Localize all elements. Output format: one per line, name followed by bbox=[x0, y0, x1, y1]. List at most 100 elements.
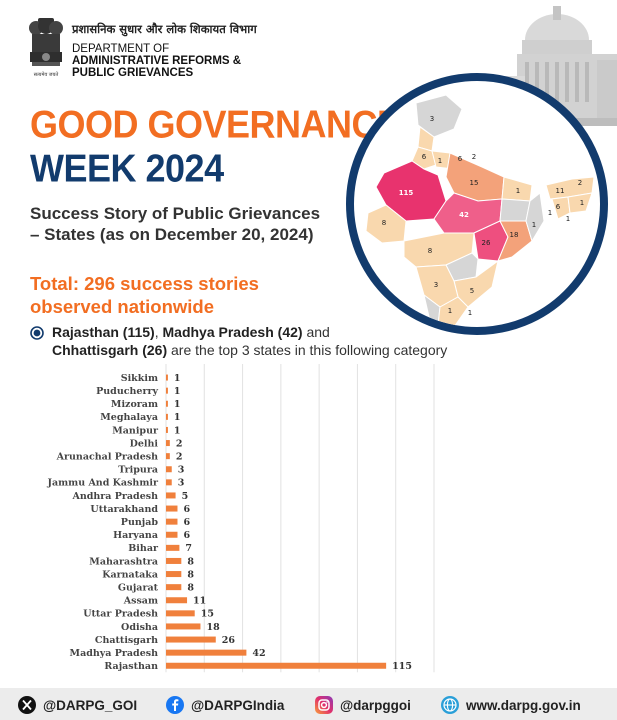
bar bbox=[166, 492, 176, 499]
bar bbox=[166, 374, 168, 381]
instagram-handle: @darpggoi bbox=[340, 697, 411, 713]
map-label: 5 bbox=[470, 287, 474, 295]
value-label: 42 bbox=[252, 648, 265, 659]
subtitle: Success Story of Public Grievances – Sta… bbox=[30, 204, 321, 244]
chart-labels: Sikkim 1 Puducherry 1 Mizoram 1 Meghalaya 1 Mani… bbox=[46, 373, 412, 672]
title-line1: GOOD GOVERNANCE bbox=[30, 102, 401, 147]
department-hindi-name: प्रशासनिक सुधार और लोक शिकायत विभाग bbox=[72, 22, 257, 36]
map-label: 115 bbox=[399, 189, 414, 197]
map-label: 1 bbox=[566, 215, 570, 223]
category-label: Arunachal Pradesh bbox=[56, 451, 158, 462]
facebook-handle: @DARPGIndia bbox=[191, 697, 285, 713]
bar bbox=[166, 571, 182, 578]
globe-icon bbox=[441, 696, 459, 714]
instagram-link[interactable]: @darpggoi bbox=[315, 695, 411, 715]
map-label: 2 bbox=[472, 153, 476, 161]
x-icon bbox=[18, 696, 36, 714]
bar bbox=[166, 584, 182, 591]
bar bbox=[166, 623, 201, 630]
map-label: 2 bbox=[578, 179, 582, 187]
value-label: 3 bbox=[178, 465, 185, 476]
value-label: 1 bbox=[174, 412, 181, 423]
emblem-motto: सत्यमेव जयते bbox=[34, 71, 59, 78]
footer-social-bar: @DARPG_GOI @DARPGIndia @darpggoi www.dar… bbox=[0, 688, 617, 720]
map-label: 1 bbox=[438, 157, 442, 165]
bar bbox=[166, 387, 168, 394]
value-label: 18 bbox=[206, 622, 220, 633]
category-label: Assam bbox=[123, 596, 158, 607]
value-label: 11 bbox=[193, 596, 206, 607]
category-label: Madhya Pradesh bbox=[70, 648, 159, 659]
twitter-handle: @DARPG_GOI bbox=[43, 697, 138, 713]
bar bbox=[166, 597, 188, 604]
category-label: Mizoram bbox=[111, 399, 158, 410]
bar bbox=[166, 557, 182, 564]
top-states-note: Rajasthan (115), Madhya Pradesh (42) and… bbox=[52, 323, 552, 359]
india-map-circle: 3 6 1 6 2 115 15 42 26 18 8 8 5 3 1 1 1 … bbox=[346, 73, 608, 335]
category-label: Delhi bbox=[130, 438, 159, 449]
website-link[interactable]: www.darpg.gov.in bbox=[441, 695, 581, 715]
map-label: 6 bbox=[556, 203, 561, 211]
value-label: 2 bbox=[176, 451, 183, 462]
category-label: Haryana bbox=[113, 530, 158, 541]
value-label: 115 bbox=[392, 661, 412, 672]
national-emblem-icon: सत्यमेव जयते bbox=[29, 18, 63, 78]
category-label: Rajasthan bbox=[104, 661, 158, 672]
value-label: 8 bbox=[187, 556, 194, 567]
category-label: Andhra Pradesh bbox=[71, 491, 158, 502]
map-label: 6 bbox=[458, 155, 463, 163]
note-state-2: Madhya Pradesh (42) bbox=[162, 324, 303, 340]
bar bbox=[166, 531, 178, 538]
map-label: 1 bbox=[516, 187, 520, 195]
category-label: Maharashtra bbox=[89, 556, 158, 567]
value-label: 7 bbox=[185, 543, 192, 554]
value-label: 2 bbox=[176, 438, 183, 449]
category-label: Karnataka bbox=[102, 569, 158, 580]
value-label: 8 bbox=[187, 569, 194, 580]
category-label: Odisha bbox=[121, 622, 158, 633]
note-state-3: Chhattisgarh (26) bbox=[52, 342, 168, 358]
category-label: Puducherry bbox=[96, 386, 158, 397]
department-name-line2: ADMINISTRATIVE REFORMS & bbox=[72, 55, 242, 67]
value-label: 6 bbox=[183, 530, 190, 541]
note-tail: are the top 3 states in this following c… bbox=[167, 342, 448, 358]
bar bbox=[166, 453, 170, 460]
category-label: Uttarakhand bbox=[90, 504, 158, 515]
bar bbox=[166, 413, 168, 420]
category-label: Meghalaya bbox=[100, 412, 158, 423]
department-name-line3: PUBLIC GRIEVANCES bbox=[72, 67, 194, 79]
map-label: 1 bbox=[580, 199, 584, 207]
value-label: 6 bbox=[183, 517, 190, 528]
category-label: Tripura bbox=[118, 465, 158, 476]
value-label: 15 bbox=[201, 609, 214, 620]
twitter-link[interactable]: @DARPG_GOI bbox=[18, 695, 137, 715]
map-label: 26 bbox=[482, 239, 491, 247]
map-label: 11 bbox=[556, 187, 565, 195]
chart-bars bbox=[166, 374, 387, 669]
bar bbox=[166, 505, 178, 512]
bar bbox=[166, 426, 168, 433]
facebook-link[interactable]: @DARPGIndia bbox=[166, 695, 284, 715]
map-label: 3 bbox=[434, 281, 438, 289]
category-label: Sikkim bbox=[121, 373, 158, 384]
bar bbox=[166, 649, 247, 656]
bar bbox=[166, 662, 387, 669]
note-sep-1: , bbox=[154, 324, 163, 340]
website-url: www.darpg.gov.in bbox=[466, 697, 581, 713]
map-label: 8 bbox=[382, 219, 386, 227]
value-label: 5 bbox=[182, 491, 189, 502]
total-stories: Total: 296 success stories observed nati… bbox=[30, 273, 259, 317]
map-label: 1 bbox=[468, 309, 472, 317]
value-label: 1 bbox=[174, 399, 181, 410]
bar bbox=[166, 518, 178, 525]
map-label: 3 bbox=[430, 115, 434, 123]
bar bbox=[166, 440, 170, 447]
bar bbox=[166, 636, 216, 643]
note-state-1: Rajasthan (115) bbox=[52, 324, 155, 340]
map-label: 42 bbox=[459, 211, 469, 219]
title-line2: WEEK 2024 bbox=[30, 146, 224, 191]
success-stories-bar-chart: Sikkim 1 Puducherry 1 Mizoram 1 Meghalaya 1 Mani… bbox=[46, 364, 435, 673]
bar bbox=[166, 466, 172, 473]
map-label: 15 bbox=[470, 179, 479, 187]
value-label: 3 bbox=[178, 478, 185, 489]
